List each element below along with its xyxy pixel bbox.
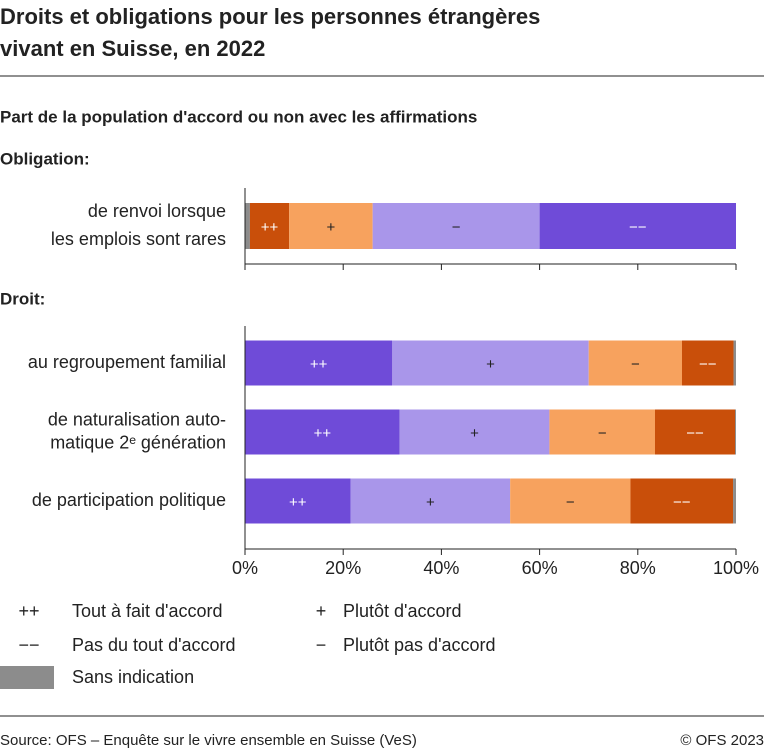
copyright: © OFS 2023 <box>680 732 764 749</box>
legend-label: Sans indication <box>72 667 194 687</box>
segment-label: −− <box>699 356 717 373</box>
bar-segment <box>350 478 511 524</box>
y-tick-label: de renvoi lorsque les emplois sont rares <box>51 201 226 249</box>
bar-segment <box>399 409 550 455</box>
bar-segment <box>539 203 736 249</box>
y-tick-label: de participation politique <box>32 490 226 510</box>
segment-label: + <box>426 494 435 511</box>
bar-segment <box>249 203 290 249</box>
x-tick-label: 80% <box>620 558 656 578</box>
y-tick-label: de naturalisation auto-matique 2ᵉ généra… <box>48 409 226 452</box>
bar-segment <box>245 203 250 249</box>
legend-label: Tout à fait d'accord <box>72 601 223 621</box>
segment-label: + <box>327 219 336 236</box>
segment-label: −− <box>629 219 647 236</box>
x-tick-label: 60% <box>522 558 558 578</box>
legend-label: Plutôt d'accord <box>343 601 462 621</box>
bar-segment <box>733 478 736 524</box>
bar-segment <box>245 478 351 524</box>
source: Source: OFS – Enquête sur le vivre ensem… <box>0 732 417 749</box>
bar-segment <box>549 409 655 455</box>
segment-label: −− <box>686 425 704 442</box>
bar-segment <box>735 409 736 455</box>
bar-segment <box>392 340 589 386</box>
segment-label: + <box>470 425 479 442</box>
bar-segment <box>733 340 736 386</box>
y-tick-label: au regroupement familial <box>28 352 226 372</box>
legend-label: Pas du tout d'accord <box>72 635 236 655</box>
bar-segment <box>630 478 734 524</box>
bar-segment <box>245 340 393 386</box>
bar-segment <box>588 340 682 386</box>
bar-segment <box>372 203 540 249</box>
bar-segment <box>510 478 631 524</box>
subtitle: Part de la population d'accord ou non av… <box>0 107 477 126</box>
x-tick-label: 0% <box>232 558 258 578</box>
segment-label: − <box>631 356 640 373</box>
legend-label: Plutôt pas d'accord <box>343 635 496 655</box>
panel-title: Obligation: <box>0 149 90 168</box>
chart-title: Droits et obligations pour les personnes… <box>0 4 540 61</box>
segment-label: ++ <box>261 219 279 236</box>
bar-segment <box>654 409 736 455</box>
segment-label: ++ <box>289 494 307 511</box>
x-tick-label: 100% <box>713 558 759 578</box>
bar-segment <box>245 409 400 455</box>
panel-title: Droit: <box>0 289 45 308</box>
legend-symbol: + <box>316 601 327 621</box>
x-tick-label: 40% <box>423 558 459 578</box>
x-tick-label: 20% <box>325 558 361 578</box>
segment-label: −− <box>673 494 691 511</box>
segment-label: − <box>452 219 461 236</box>
segment-label: − <box>598 425 607 442</box>
segment-label: − <box>566 494 575 511</box>
segment-label: ++ <box>314 425 332 442</box>
legend-swatch <box>0 666 54 689</box>
legend-symbol: ++ <box>18 601 39 621</box>
legend-symbol: −− <box>18 635 39 655</box>
bar-segment <box>681 340 734 386</box>
segment-label: + <box>486 356 495 373</box>
legend-symbol: − <box>316 635 327 655</box>
segment-label: ++ <box>310 356 328 373</box>
bar-segment <box>289 203 373 249</box>
